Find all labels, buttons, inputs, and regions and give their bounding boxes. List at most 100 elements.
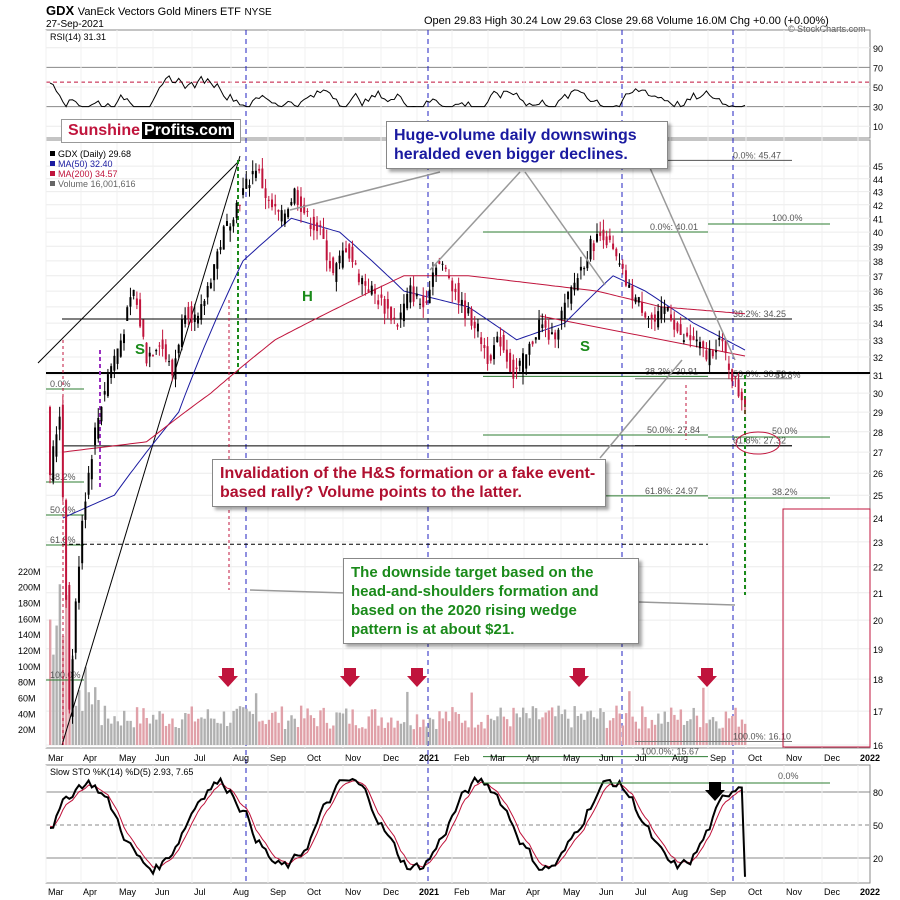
sto-zero-label: 0.0% <box>778 771 799 781</box>
candle-body <box>203 300 206 307</box>
sto-k-path <box>49 775 746 877</box>
volume-bar <box>296 727 300 745</box>
volume-arrow-marker <box>407 668 427 687</box>
candle-body <box>361 278 364 285</box>
volume-bar <box>277 722 280 745</box>
candle-body <box>618 263 621 265</box>
volume-bar <box>116 721 119 745</box>
candle-body <box>692 336 695 341</box>
candle-body <box>595 233 598 242</box>
volume-bar <box>595 718 599 745</box>
candle-body <box>666 307 669 311</box>
candle-body <box>509 352 512 372</box>
volume-bar <box>357 728 361 745</box>
candle-body <box>251 171 254 175</box>
volume-bar <box>644 716 647 745</box>
candle-body <box>531 341 534 345</box>
candle-body <box>657 311 660 328</box>
volume-bar <box>254 693 258 745</box>
volume-bar <box>473 727 477 745</box>
volume-bar <box>724 711 728 745</box>
callout-pointer <box>429 171 521 271</box>
volume-bar <box>567 718 570 745</box>
right-fib-label: 50.0% <box>772 426 798 436</box>
candle-body <box>267 199 270 201</box>
volume-bar <box>721 727 724 745</box>
volume-bar <box>573 706 576 745</box>
sto-tick-label: 20 <box>873 854 883 864</box>
volume-bar <box>132 727 136 745</box>
ma50-line <box>62 217 746 519</box>
price-legend-item: MA(50) 32.40 <box>58 159 113 169</box>
marker-arrows <box>218 668 725 801</box>
candle-body <box>209 282 212 289</box>
volume-bar <box>705 723 708 745</box>
volume-bar <box>686 720 689 745</box>
volume-bar <box>734 707 737 745</box>
volume-bar <box>550 707 554 745</box>
candle-body <box>254 170 257 178</box>
candle-body <box>52 446 55 482</box>
volume-bar <box>180 719 184 745</box>
volume-bar <box>55 625 58 745</box>
volume-bar <box>663 711 666 745</box>
candle-body <box>97 417 100 439</box>
candle-body <box>184 315 187 324</box>
volume-bar <box>351 709 354 745</box>
source-credit: © StockCharts.com <box>788 24 866 34</box>
price-tick-label: 39 <box>873 242 883 252</box>
volume-bar <box>319 710 322 745</box>
month-label: 2022 <box>860 887 880 897</box>
candle-body <box>129 297 132 307</box>
volume-bar <box>554 716 557 745</box>
volume-bar <box>393 727 396 745</box>
candle-body <box>328 260 331 269</box>
month-label: Aug <box>672 887 688 897</box>
candle-body <box>454 288 457 293</box>
candle-body <box>721 339 724 342</box>
volume-bar <box>364 728 367 745</box>
fib-2020-label: 100.0%: 16.10 <box>733 732 791 742</box>
price-tick-label: 21 <box>873 589 883 599</box>
volume-bar <box>103 705 107 745</box>
volume-bar <box>193 721 197 745</box>
volume-bar <box>309 715 313 745</box>
volume-bar <box>283 729 287 745</box>
volume-tick-label: 160M <box>18 614 41 624</box>
candle-body <box>483 345 486 349</box>
price-tick-label: 43 <box>873 188 883 198</box>
candle-body <box>579 266 582 271</box>
stochastic-lines: 0.0% <box>49 771 830 877</box>
volume-bar <box>615 705 618 745</box>
volume-bar <box>84 667 87 745</box>
volume-bar <box>258 721 261 745</box>
fib-2020-label: 0.0%: 45.47 <box>733 150 781 160</box>
sto-tick-label: 50 <box>873 821 883 831</box>
volume-bar <box>245 708 248 745</box>
candle-body <box>415 293 418 297</box>
candle-body <box>496 336 499 343</box>
candle-body <box>55 434 58 457</box>
volume-bar <box>81 710 84 745</box>
candle-body <box>541 324 544 329</box>
volume-bar <box>293 718 296 745</box>
volume-bar <box>155 719 158 745</box>
volume-bar <box>650 719 654 745</box>
candle-body <box>637 297 640 303</box>
volume-bar <box>470 692 473 745</box>
volume-bar <box>428 717 432 745</box>
volume-bar <box>290 715 293 745</box>
candle-body <box>737 379 740 397</box>
volume-bar <box>113 716 116 745</box>
price-tick-label: 28 <box>873 428 883 438</box>
candle-body <box>570 287 573 304</box>
volume-bar <box>731 716 734 745</box>
volume-bar <box>608 720 612 745</box>
volume-bar <box>612 718 615 745</box>
candle-body <box>550 332 553 335</box>
volume-bar <box>348 723 351 745</box>
candle-body <box>271 199 274 208</box>
volume-bar <box>460 722 464 745</box>
volume-bar <box>77 690 81 745</box>
